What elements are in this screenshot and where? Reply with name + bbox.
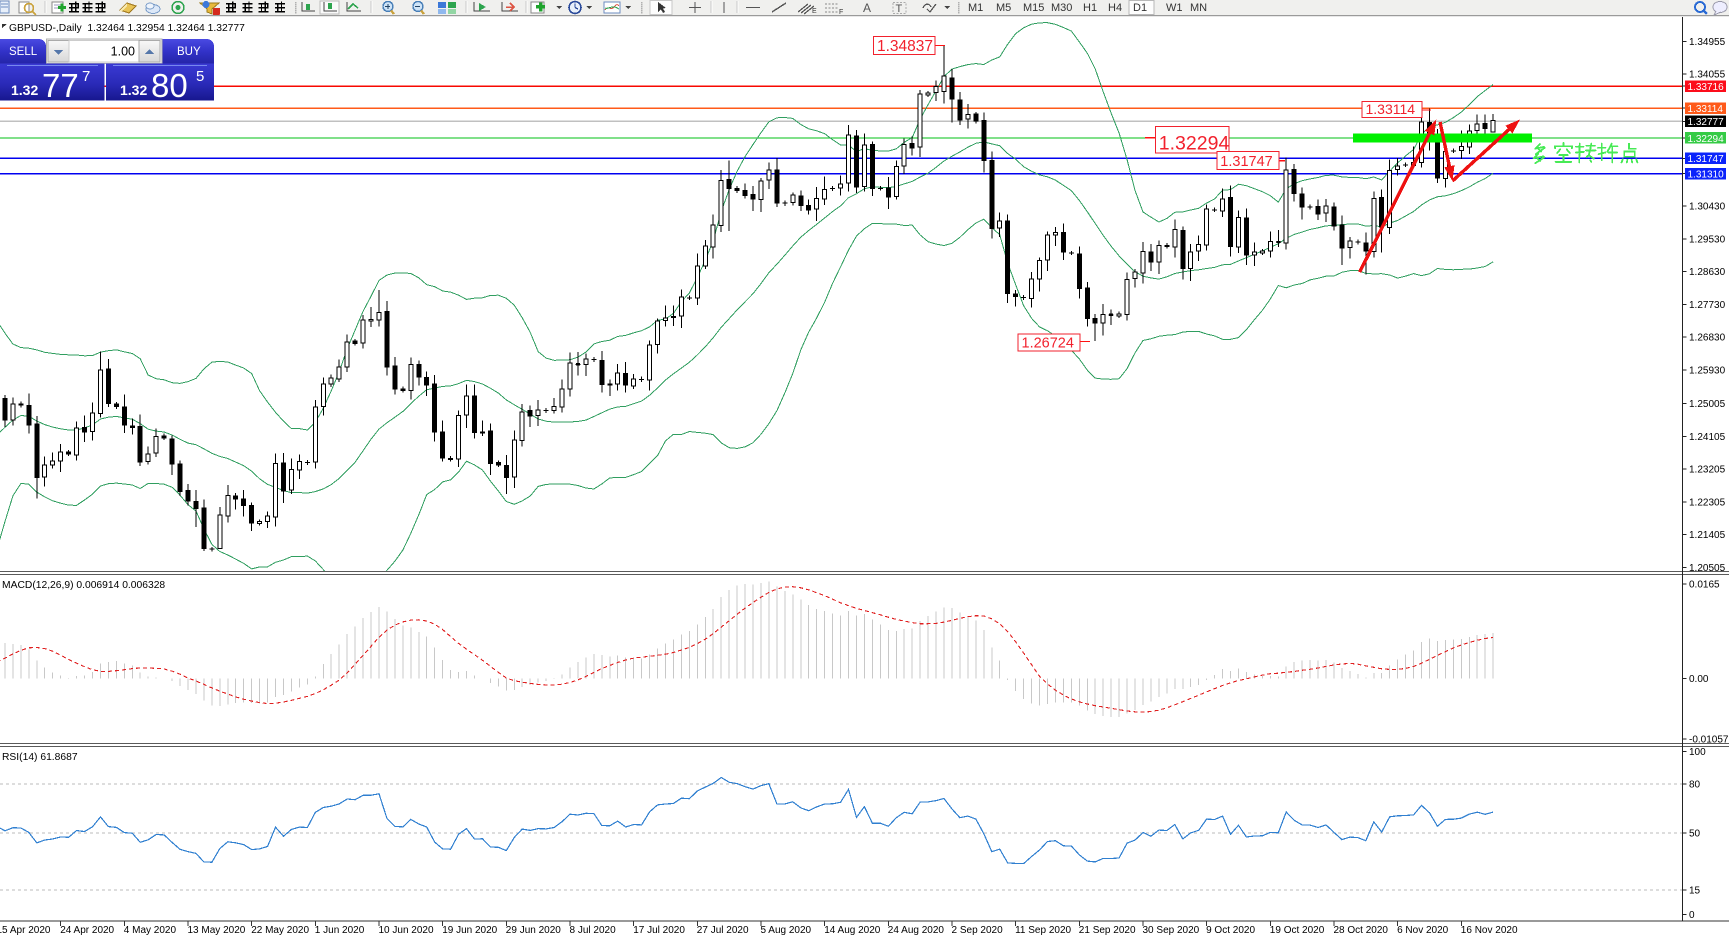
- svg-text:1.27730: 1.27730: [1689, 300, 1726, 311]
- svg-text:M1: M1: [968, 2, 983, 14]
- svg-text:GBPUSD-,Daily 1.32464 1.32954: GBPUSD-,Daily 1.32464 1.32954 1.32464 1.…: [9, 23, 245, 34]
- svg-text:1.31310: 1.31310: [1688, 170, 1725, 181]
- svg-text:0: 0: [1689, 910, 1695, 921]
- svg-text:1.26830: 1.26830: [1689, 333, 1726, 344]
- svg-text:6 Nov 2020: 6 Nov 2020: [1397, 925, 1449, 936]
- svg-text:80: 80: [1689, 780, 1701, 791]
- svg-text:21 Sep 2020: 21 Sep 2020: [1079, 925, 1136, 936]
- svg-text:RSI(14) 61.8687: RSI(14) 61.8687: [2, 752, 78, 763]
- svg-text:4 May 2020: 4 May 2020: [124, 925, 177, 936]
- svg-text:H1: H1: [1083, 2, 1097, 14]
- svg-text:22 May 2020: 22 May 2020: [251, 925, 309, 936]
- svg-text:1.33114: 1.33114: [1366, 101, 1416, 117]
- svg-text:1.31747: 1.31747: [1220, 154, 1272, 170]
- svg-text:MN: MN: [1190, 2, 1207, 14]
- svg-text:1.26724: 1.26724: [1022, 336, 1074, 352]
- svg-text:100: 100: [1689, 747, 1706, 758]
- svg-text:D1: D1: [1133, 2, 1147, 14]
- svg-text:1.34955: 1.34955: [1689, 37, 1726, 48]
- svg-text:11 Sep 2020: 11 Sep 2020: [1015, 925, 1071, 936]
- svg-text:28 Oct 2020: 28 Oct 2020: [1334, 925, 1389, 936]
- svg-text:77: 77: [42, 67, 79, 104]
- svg-text:H4: H4: [1108, 2, 1122, 14]
- svg-text:1.31747: 1.31747: [1688, 154, 1725, 165]
- svg-text:29 Jun 2020: 29 Jun 2020: [506, 925, 561, 936]
- svg-text:24 Apr 2020: 24 Apr 2020: [60, 925, 114, 936]
- svg-text:1.21405: 1.21405: [1689, 530, 1726, 541]
- svg-text:1.28630: 1.28630: [1689, 267, 1726, 278]
- svg-text:A: A: [863, 1, 871, 15]
- svg-text:15 Apr 2020: 15 Apr 2020: [0, 925, 51, 936]
- svg-text:15: 15: [1689, 886, 1701, 897]
- svg-text:27 Jul 2020: 27 Jul 2020: [697, 925, 749, 936]
- svg-text:E: E: [812, 8, 817, 15]
- svg-text:0.0165: 0.0165: [1689, 579, 1720, 590]
- svg-text:1.24105: 1.24105: [1689, 432, 1726, 443]
- svg-text:13 May 2020: 13 May 2020: [188, 925, 246, 936]
- svg-text:80: 80: [151, 67, 188, 104]
- svg-text:1.33716: 1.33716: [1688, 82, 1725, 93]
- svg-text:7: 7: [82, 68, 90, 85]
- svg-text:1.23205: 1.23205: [1689, 465, 1726, 476]
- svg-text:M5: M5: [996, 2, 1011, 14]
- svg-text:1.00: 1.00: [111, 45, 135, 59]
- svg-text:F: F: [839, 9, 843, 16]
- svg-text:14 Aug 2020: 14 Aug 2020: [824, 925, 881, 936]
- svg-text:M15: M15: [1023, 2, 1044, 14]
- svg-text:BUY: BUY: [177, 46, 201, 58]
- svg-text:9 Oct 2020: 9 Oct 2020: [1206, 925, 1255, 936]
- svg-text:30 Sep 2020: 30 Sep 2020: [1143, 925, 1200, 936]
- svg-text:16 Nov 2020: 16 Nov 2020: [1461, 925, 1518, 936]
- svg-text:0.00: 0.00: [1689, 674, 1709, 685]
- svg-text:1.30430: 1.30430: [1689, 202, 1726, 213]
- svg-text:1.32777: 1.32777: [1688, 117, 1725, 128]
- svg-text:1 Jun 2020: 1 Jun 2020: [315, 925, 365, 936]
- svg-text:50: 50: [1689, 829, 1701, 840]
- svg-text:1.33114: 1.33114: [1688, 104, 1724, 115]
- svg-text:1.32: 1.32: [120, 82, 147, 98]
- svg-text:1.25930: 1.25930: [1689, 365, 1726, 376]
- svg-text:1.32: 1.32: [11, 82, 38, 98]
- svg-text:M30: M30: [1051, 2, 1072, 14]
- svg-text:19 Oct 2020: 19 Oct 2020: [1270, 925, 1325, 936]
- svg-text:17 Jul 2020: 17 Jul 2020: [633, 925, 685, 936]
- svg-text:1.22305: 1.22305: [1689, 497, 1726, 508]
- svg-text:5 Aug 2020: 5 Aug 2020: [761, 925, 812, 936]
- svg-text:1.34055: 1.34055: [1689, 70, 1726, 81]
- svg-text:10 Jun 2020: 10 Jun 2020: [379, 925, 434, 936]
- svg-text:1.25005: 1.25005: [1689, 399, 1726, 410]
- svg-text:W1: W1: [1166, 2, 1183, 14]
- svg-text:1.32294: 1.32294: [1159, 132, 1230, 154]
- svg-text:T: T: [896, 3, 903, 15]
- svg-text:24 Aug 2020: 24 Aug 2020: [888, 925, 945, 936]
- svg-text:1.32294: 1.32294: [1688, 134, 1725, 145]
- svg-text:2 Sep 2020: 2 Sep 2020: [952, 925, 1004, 936]
- svg-text:MACD(12,26,9) 0.006914 0.00632: MACD(12,26,9) 0.006914 0.006328: [2, 580, 165, 591]
- svg-text:5: 5: [196, 68, 204, 85]
- svg-text:8 Jul 2020: 8 Jul 2020: [570, 925, 617, 936]
- svg-text:1.20505: 1.20505: [1689, 563, 1726, 574]
- svg-text:1.29530: 1.29530: [1689, 234, 1726, 245]
- svg-text:SELL: SELL: [9, 46, 38, 58]
- svg-text:19 Jun 2020: 19 Jun 2020: [442, 925, 497, 936]
- svg-text:1.34837: 1.34837: [877, 38, 933, 55]
